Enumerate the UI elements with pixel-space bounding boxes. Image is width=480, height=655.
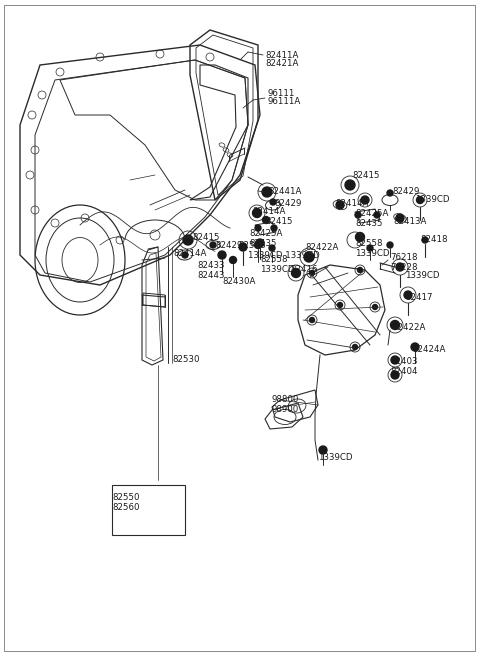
- Circle shape: [255, 225, 261, 231]
- Text: 82415: 82415: [265, 217, 292, 225]
- Circle shape: [396, 214, 404, 222]
- Circle shape: [356, 233, 364, 242]
- Text: 82435: 82435: [355, 219, 383, 229]
- Text: 82415: 82415: [352, 170, 380, 179]
- Text: 82422A: 82422A: [392, 322, 425, 331]
- Text: 82429: 82429: [392, 187, 420, 195]
- Text: 82433: 82433: [197, 261, 225, 271]
- Text: 82558: 82558: [238, 242, 265, 250]
- Text: 82404: 82404: [390, 367, 418, 377]
- Circle shape: [291, 269, 300, 278]
- Text: 1339CD: 1339CD: [318, 453, 352, 462]
- Text: 76218: 76218: [390, 252, 418, 261]
- Circle shape: [367, 245, 373, 251]
- Text: 1339CD: 1339CD: [405, 271, 440, 280]
- Text: 82558: 82558: [260, 255, 288, 263]
- Circle shape: [404, 291, 412, 299]
- Text: 82422A: 82422A: [305, 242, 338, 252]
- Circle shape: [239, 243, 247, 251]
- Circle shape: [310, 318, 314, 322]
- Text: 98800: 98800: [272, 396, 300, 405]
- Text: 82417: 82417: [405, 293, 432, 301]
- Text: 82415: 82415: [192, 233, 219, 242]
- Text: 82560: 82560: [112, 502, 140, 512]
- Circle shape: [391, 356, 399, 364]
- Text: 82418: 82418: [420, 234, 447, 244]
- Circle shape: [337, 303, 343, 307]
- Circle shape: [182, 252, 188, 258]
- Circle shape: [310, 271, 314, 276]
- Circle shape: [210, 242, 216, 248]
- Text: 98900: 98900: [272, 405, 299, 415]
- Text: 82441A: 82441A: [268, 187, 301, 196]
- Circle shape: [271, 225, 277, 231]
- Text: 96111A: 96111A: [267, 98, 300, 107]
- Text: 76228: 76228: [390, 263, 418, 272]
- Text: 82558: 82558: [355, 238, 383, 248]
- Text: 82430A: 82430A: [222, 276, 255, 286]
- Text: 82429: 82429: [274, 200, 301, 208]
- Circle shape: [361, 196, 369, 204]
- Text: 82424A: 82424A: [412, 345, 445, 354]
- Circle shape: [374, 212, 380, 218]
- Text: 82403: 82403: [390, 358, 418, 367]
- Text: 1339CD: 1339CD: [355, 248, 389, 257]
- Text: 1339CD 1339CD: 1339CD 1339CD: [248, 252, 320, 261]
- Circle shape: [417, 196, 423, 204]
- Circle shape: [391, 320, 399, 329]
- Text: 82550: 82550: [112, 493, 140, 502]
- Circle shape: [358, 267, 362, 272]
- Text: 82435: 82435: [249, 238, 276, 248]
- Circle shape: [345, 180, 355, 190]
- Text: 96111: 96111: [267, 88, 294, 98]
- Text: 82414A: 82414A: [335, 198, 368, 208]
- Circle shape: [355, 212, 361, 218]
- Circle shape: [256, 239, 264, 247]
- Text: 82414A: 82414A: [252, 206, 286, 215]
- Circle shape: [270, 199, 276, 205]
- Circle shape: [304, 252, 314, 262]
- Circle shape: [218, 251, 226, 259]
- Circle shape: [387, 190, 393, 196]
- Text: 82443: 82443: [197, 272, 225, 280]
- Text: 82421A: 82421A: [265, 60, 299, 69]
- Circle shape: [269, 245, 275, 251]
- Circle shape: [229, 257, 237, 263]
- Circle shape: [254, 242, 262, 248]
- Circle shape: [396, 263, 404, 271]
- Circle shape: [387, 242, 393, 248]
- Text: 82416: 82416: [290, 265, 317, 274]
- Circle shape: [183, 235, 193, 245]
- Text: 82425A: 82425A: [249, 229, 282, 238]
- Text: 82413A: 82413A: [393, 217, 426, 225]
- Circle shape: [411, 343, 419, 351]
- Text: 82414A: 82414A: [173, 250, 206, 259]
- Text: 82530: 82530: [172, 356, 200, 364]
- Circle shape: [252, 208, 262, 217]
- Text: 82429: 82429: [215, 240, 242, 250]
- Circle shape: [352, 345, 358, 350]
- Text: 1339CD: 1339CD: [415, 195, 449, 204]
- Circle shape: [422, 237, 428, 243]
- Circle shape: [372, 305, 377, 310]
- Circle shape: [319, 446, 327, 454]
- Circle shape: [336, 201, 344, 209]
- Circle shape: [391, 371, 399, 379]
- Text: 82411A: 82411A: [265, 50, 299, 60]
- Circle shape: [262, 187, 272, 197]
- Circle shape: [263, 217, 269, 223]
- Text: 82425A: 82425A: [355, 210, 388, 219]
- Text: 1339CD: 1339CD: [260, 265, 295, 274]
